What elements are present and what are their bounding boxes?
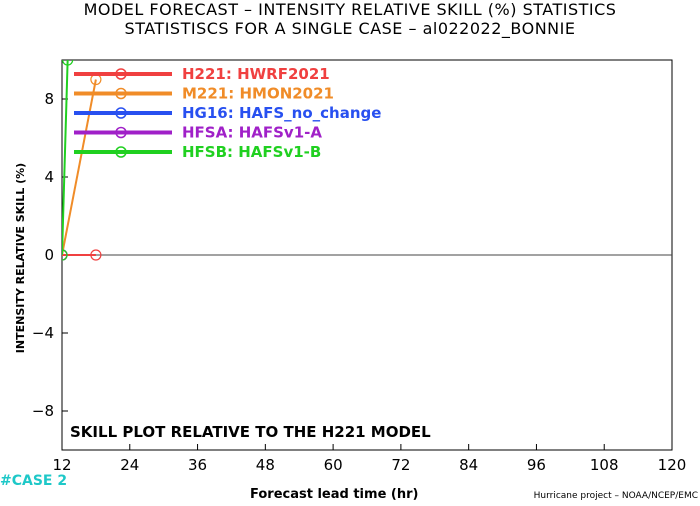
y-tick-label: 8 xyxy=(44,90,54,108)
y-tick-label: −8 xyxy=(32,402,54,420)
series-line-m221 xyxy=(62,79,97,256)
x-tick-label: 96 xyxy=(527,456,546,474)
legend-marker-m221 xyxy=(115,87,127,100)
y-tick-label: 0 xyxy=(44,246,54,264)
legend-marker-hfsb xyxy=(115,146,127,158)
case-label: #CASE 2 xyxy=(0,473,68,489)
chart-subtitle: STATISTISCS FOR A SINGLE CASE – al022022… xyxy=(124,19,576,38)
legend-label-hfsb: HFSB: HAFSv1-B xyxy=(182,143,321,161)
legend-marker-hfsa xyxy=(115,126,127,139)
x-tick-label: 36 xyxy=(188,456,207,474)
x-tick-label: 60 xyxy=(324,456,343,474)
legend-marker-h221 xyxy=(115,68,127,80)
x-tick-label: 12 xyxy=(52,456,71,474)
x-tick-label: 108 xyxy=(590,456,619,474)
y-tick-label: 4 xyxy=(44,168,54,186)
x-tick-label: 84 xyxy=(459,456,478,474)
x-tick-label: 72 xyxy=(391,456,410,474)
data-point-h221 xyxy=(90,249,102,261)
data-point-hfsb xyxy=(62,60,74,66)
legend-label-m221: M221: HMON2021 xyxy=(182,85,334,103)
legend-label-h221: H221: HWRF2021 xyxy=(182,65,330,83)
series-line-hfsb xyxy=(62,60,69,256)
x-tick-label: 120 xyxy=(658,456,687,474)
data-point-hfsb xyxy=(62,249,68,261)
y-tick-label: −4 xyxy=(32,324,54,342)
credit-text: Hurricane project – NOAA/NCEP/EMC xyxy=(533,491,698,501)
legend-label-hg16: HG16: HAFS_no_change xyxy=(182,104,381,122)
x-tick-label: 24 xyxy=(120,456,139,474)
legend-label-hfsa: HFSA: HAFSv1-A xyxy=(182,124,322,142)
x-axis-label: Forecast lead time (hr) xyxy=(250,487,419,502)
chart-title: MODEL FORECAST – INTENSITY RELATIVE SKIL… xyxy=(83,0,617,19)
x-tick-label: 48 xyxy=(256,456,275,474)
y-axis-label: INTENSITY RELATIVE SKILL (%) xyxy=(14,163,27,353)
legend-marker-hg16 xyxy=(115,107,127,119)
skill-annotation: SKILL PLOT RELATIVE TO THE H221 MODEL xyxy=(70,423,431,441)
